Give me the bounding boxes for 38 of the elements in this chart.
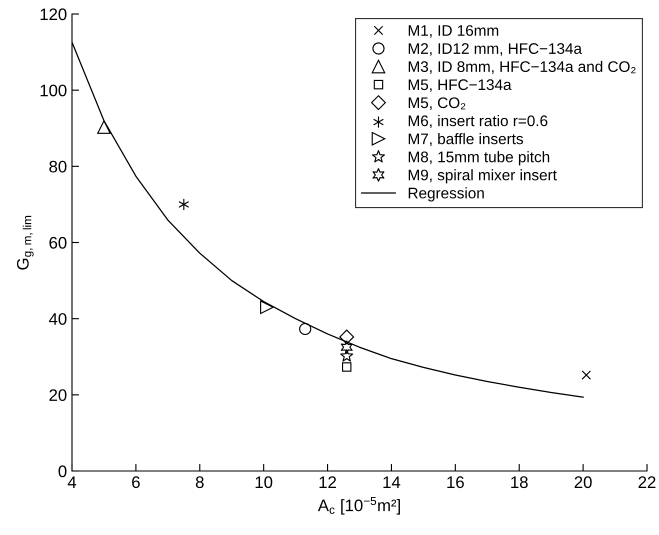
x-tick-label: 10 [256,476,272,488]
point [342,362,352,372]
y-tick-label: 40 [48,313,66,325]
legend-label: M7, baffle inserts [408,133,524,146]
y-tick-label: 80 [49,160,66,173]
x-axis-title: A$_{c}$ [10$^{−5}$m²] [318,496,400,515]
point [97,120,111,134]
y-tick-label: 100 [40,84,66,96]
legend-label: M6, insert ratio r=0.6 [408,115,548,128]
x-tick-label: 16 [447,476,464,488]
y-axis-title: G$_{g,m,lim}$ [16,216,34,270]
point [178,198,189,210]
y-tick-label: 20 [49,389,66,402]
x-tick-label: 20 [574,476,592,488]
legend-label: M2, ID12 mm, HFC−134a [408,43,582,56]
x-tick-label: 18 [511,476,528,488]
point [339,330,354,344]
y-tick-label: 120 [40,8,66,20]
legend-label: M9, spiral mixer insert [408,169,557,184]
legend-label: M1, ID 16mm [408,25,498,38]
x-tick-label: 8 [196,476,204,488]
y-tick-label: 60 [49,236,66,249]
legend-label: M3, ID 8mm, HFC−134a and CO₂ [408,60,636,74]
legend-label: M8, 15mm tube pitch [408,151,550,166]
x-tick-label: 12 [320,476,336,488]
x-tick-label: 6 [132,476,140,488]
y-tick-label: 0 [58,465,66,478]
point [582,370,592,380]
point [340,349,354,362]
point [299,322,312,336]
legend-label: M5, CO₂ [408,97,466,110]
x-tick-label: 4 [68,476,76,488]
point [340,340,353,354]
x-tick-label: 22 [638,476,656,488]
point [260,300,274,314]
legend-label: Regression [408,187,484,202]
x-tick-label: 14 [383,476,400,488]
legend-label: M5, HFC−134a [408,79,512,92]
